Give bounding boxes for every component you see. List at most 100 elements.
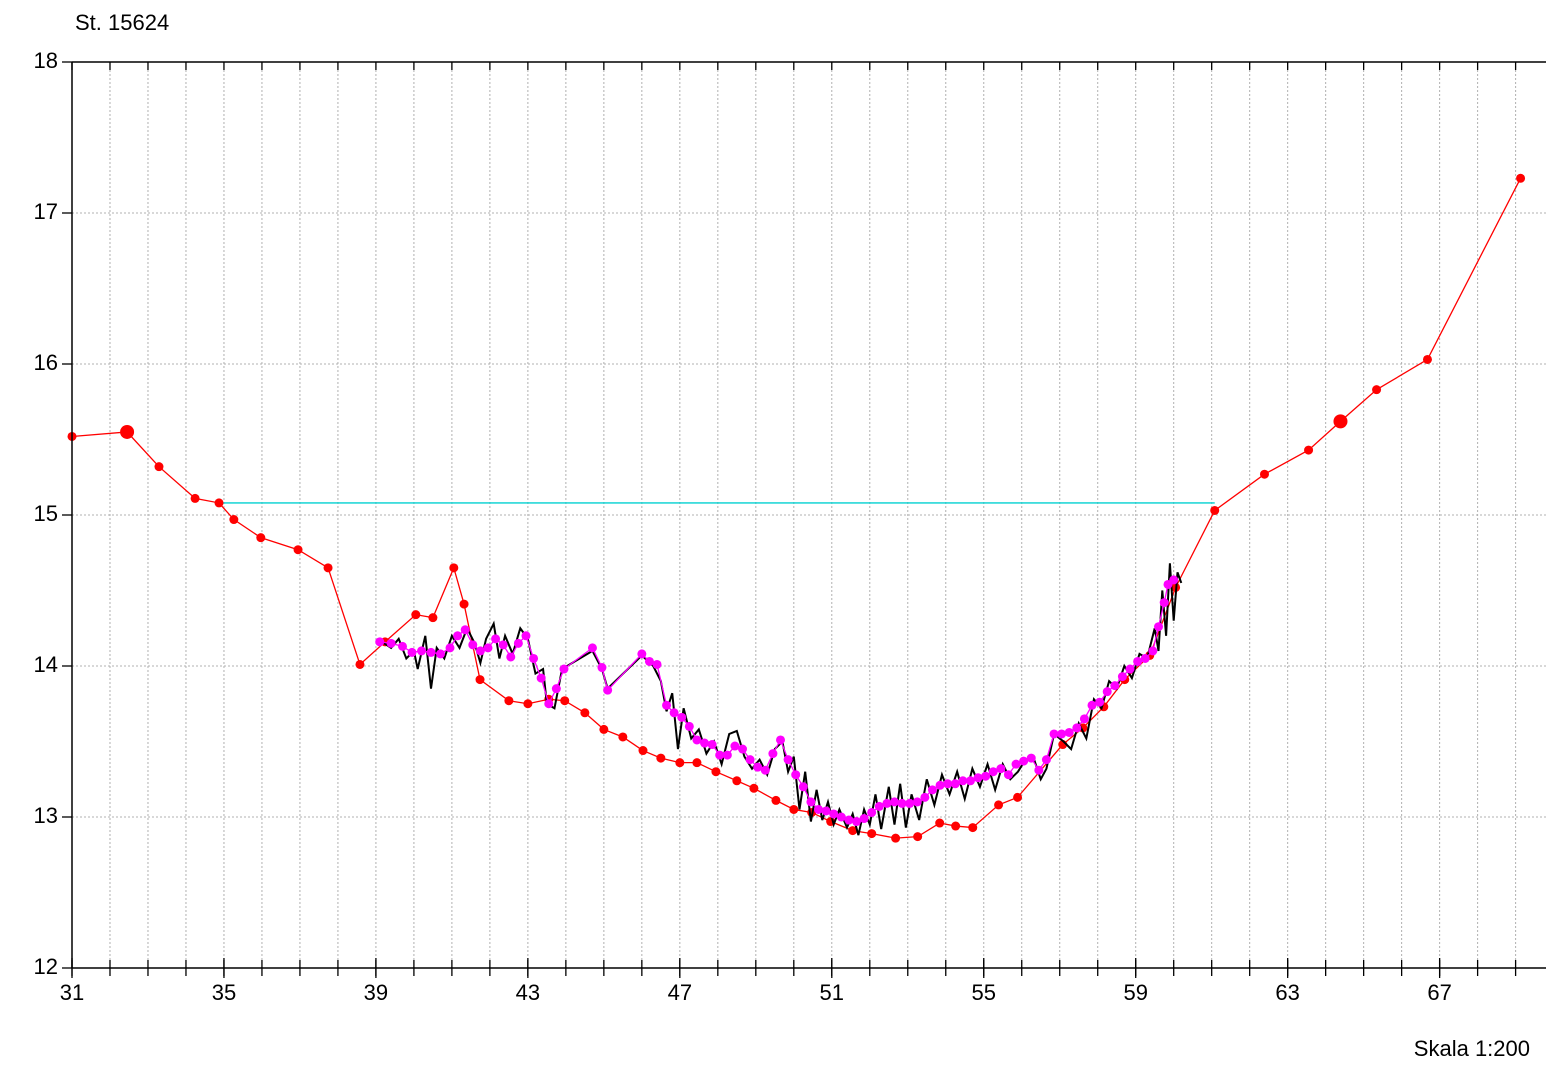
point xyxy=(229,515,239,525)
point xyxy=(1210,505,1220,515)
x-tick-label: 43 xyxy=(516,980,540,1005)
point xyxy=(821,806,831,816)
point xyxy=(675,758,685,768)
point xyxy=(426,647,436,657)
point xyxy=(935,780,945,790)
point xyxy=(753,762,763,772)
point xyxy=(783,755,793,765)
point xyxy=(375,637,385,647)
y-tick-label: 16 xyxy=(34,350,58,375)
point xyxy=(1117,672,1127,682)
y-tick-label: 13 xyxy=(34,803,58,828)
point xyxy=(386,638,396,648)
point xyxy=(560,696,570,706)
point xyxy=(587,643,597,653)
series-line xyxy=(379,579,1175,823)
point xyxy=(1304,445,1314,455)
point xyxy=(882,798,892,808)
point xyxy=(935,818,945,828)
point xyxy=(859,814,869,824)
x-tick-label: 51 xyxy=(820,980,844,1005)
point xyxy=(637,649,647,659)
point xyxy=(453,631,463,641)
point xyxy=(154,462,164,472)
point xyxy=(551,684,561,694)
point xyxy=(1422,354,1432,364)
y-tick-label: 15 xyxy=(34,501,58,526)
point xyxy=(1259,469,1269,479)
point xyxy=(867,807,877,817)
point xyxy=(867,829,877,839)
point xyxy=(190,493,200,503)
point xyxy=(491,634,501,644)
point xyxy=(411,610,421,620)
point xyxy=(1140,653,1150,663)
point xyxy=(791,770,801,780)
x-tick-label: 63 xyxy=(1275,980,1299,1005)
point xyxy=(836,812,846,822)
point xyxy=(1333,414,1348,429)
point xyxy=(523,699,533,709)
point xyxy=(459,599,469,609)
point xyxy=(768,749,778,759)
point xyxy=(874,801,884,811)
point xyxy=(428,613,438,623)
point xyxy=(891,833,901,843)
point xyxy=(656,753,666,763)
x-tick-label: 35 xyxy=(212,980,236,1005)
point xyxy=(1087,700,1097,710)
point xyxy=(798,782,808,792)
point xyxy=(776,735,786,745)
point xyxy=(506,652,516,662)
point xyxy=(603,685,613,695)
x-tick-label: 39 xyxy=(364,980,388,1005)
point xyxy=(256,533,266,543)
point xyxy=(483,643,493,653)
point xyxy=(1003,770,1013,780)
point xyxy=(829,809,839,819)
point xyxy=(120,424,135,439)
point xyxy=(669,708,679,718)
point xyxy=(968,823,978,833)
x-tick-label: 55 xyxy=(972,980,996,1005)
point xyxy=(1011,759,1021,769)
point xyxy=(1372,385,1382,395)
point xyxy=(950,779,960,789)
point xyxy=(445,643,455,653)
point xyxy=(700,738,710,748)
point xyxy=(323,563,333,573)
point xyxy=(943,779,953,789)
point xyxy=(715,750,725,760)
point xyxy=(544,699,554,709)
point xyxy=(1041,755,1051,765)
point xyxy=(1133,656,1143,666)
point xyxy=(618,732,628,742)
point xyxy=(684,721,694,731)
point xyxy=(468,640,478,650)
point xyxy=(417,646,427,656)
point xyxy=(521,631,531,641)
point xyxy=(1049,729,1059,739)
y-tick-label: 17 xyxy=(34,199,58,224)
point xyxy=(475,646,485,656)
point xyxy=(1095,697,1105,707)
point xyxy=(662,700,672,710)
point xyxy=(844,815,854,825)
x-tick-label: 59 xyxy=(1123,980,1147,1005)
point xyxy=(1064,727,1074,737)
point xyxy=(958,776,968,786)
point xyxy=(1026,753,1036,763)
point xyxy=(355,659,365,669)
point xyxy=(460,625,470,635)
point xyxy=(1125,664,1135,674)
point xyxy=(529,653,539,663)
point xyxy=(677,712,687,722)
point xyxy=(920,792,930,802)
point xyxy=(771,795,781,805)
series-line xyxy=(379,563,1183,836)
point xyxy=(293,545,303,555)
point xyxy=(981,771,991,781)
point xyxy=(1159,598,1169,608)
